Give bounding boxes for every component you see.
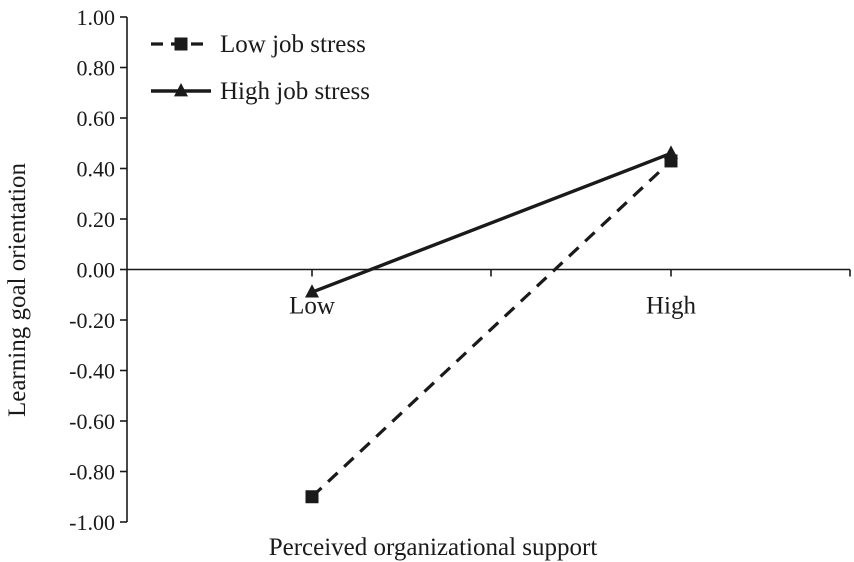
y-tick-label: 1.00 bbox=[77, 5, 116, 30]
y-tick-label: -0.20 bbox=[69, 308, 115, 333]
legend-label: High job stress bbox=[220, 78, 370, 105]
x-axis-label: Perceived organizational support bbox=[269, 534, 598, 561]
y-axis: 1.00 0.80 0.60 0.40 0.20 0.00 -0.20 -0.40 -0.60 -… bbox=[69, 5, 128, 535]
y-tick-label: -1.00 bbox=[69, 510, 115, 535]
data-point-triangle bbox=[305, 284, 319, 298]
y-tick-label: 0.00 bbox=[77, 258, 116, 283]
y-tick-label: 0.40 bbox=[77, 157, 116, 182]
legend-marker-square bbox=[174, 37, 188, 51]
legend-label: Low job stress bbox=[220, 31, 366, 58]
series-line-high-job-stress bbox=[311, 151, 672, 294]
data-point-square bbox=[305, 490, 319, 504]
y-tick-label: 0.60 bbox=[77, 106, 116, 131]
y-tick-label: 0.80 bbox=[77, 56, 116, 81]
x-axis: Low High bbox=[127, 268, 851, 320]
y-tick-label: -0.40 bbox=[69, 359, 115, 384]
legend-marker-triangle bbox=[174, 83, 188, 97]
series-line-low-job-stress bbox=[310, 159, 673, 498]
series-layer bbox=[305, 145, 678, 504]
data-point-triangle bbox=[664, 145, 678, 159]
y-tick-label: -0.80 bbox=[69, 460, 115, 485]
legend: Low job stress High job stress bbox=[151, 31, 370, 105]
y-tick-label: -0.60 bbox=[69, 409, 115, 434]
y-tick-label: 0.20 bbox=[77, 207, 116, 232]
y-axis-label: Learning goal orientation bbox=[4, 162, 31, 417]
x-tick-label: High bbox=[646, 293, 697, 320]
